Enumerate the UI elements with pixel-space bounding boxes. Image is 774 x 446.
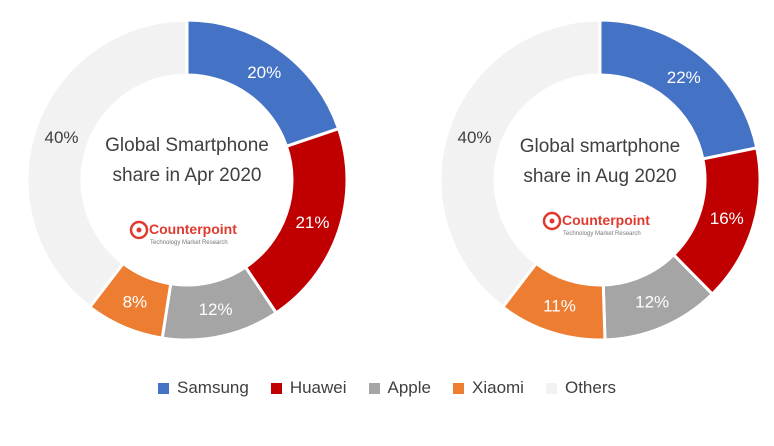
legend-label-xiaomi: Xiaomi [472,378,524,397]
donut-chart-2: 22% 16% 12% 11% 40% Global smartphone share in… [438,18,762,342]
legend-swatch-huawei [270,382,282,394]
data-label-huawei: 21% [295,213,329,232]
legend-item-xiaomi: Xiaomi [453,378,524,398]
legend-item-samsung: Samsung [157,378,249,398]
counterpoint-logo-icon [542,211,562,231]
slice-others [25,18,189,310]
counterpoint-logo: Counterpoint Technology Market Research [129,220,237,246]
data-label-samsung: 20% [247,63,281,82]
counterpoint-logo-tagline: Technology Market Research [563,231,641,237]
chart-title-line-1: Global Smartphone [105,135,269,156]
legend: Samsung Huawei Apple Xiaomi Others [0,371,774,405]
counterpoint-logo-name: Counterpoint [562,212,650,228]
data-label-xiaomi: 11% [543,297,576,316]
legend-item-huawei: Huawei [270,378,347,398]
legend-label-others: Others [564,378,616,397]
legend-item-apple: Apple [368,378,431,398]
data-label-others: 40% [457,128,491,147]
legend-item-others: Others [545,378,616,398]
legend-swatch-xiaomi [453,382,464,394]
legend-swatch-others [545,382,557,394]
legend-swatch-apple [368,382,380,394]
counterpoint-logo: Counterpoint Technology Market Research [542,211,650,237]
counterpoint-logo-name: Counterpoint [149,221,237,237]
slice-samsung [185,18,341,149]
legend-swatch-samsung [157,382,169,394]
counterpoint-logo-icon [129,220,149,240]
data-label-samsung: 22% [667,68,701,87]
legend-label-huawei: Huawei [289,378,347,397]
charts-area: 20% 21% 12% 8% 40% Global Smartphone share in … [25,18,762,342]
data-label-others: 40% [44,128,78,147]
counterpoint-logo-tagline: Technology Market Research [150,240,228,246]
slice-others [438,18,602,310]
data-label-apple: 12% [635,292,669,311]
chart-title-line-2: share in Apr 2020 [113,165,262,186]
data-label-apple: 12% [199,300,233,319]
data-label-huawei: 16% [710,209,744,228]
chart-title-line-2: share in Aug 2020 [523,166,676,187]
legend-label-apple: Apple [387,378,431,397]
chart-title-line-1: Global smartphone [520,136,681,157]
legend-label-samsung: Samsung [176,378,249,397]
donut-chart-1: 20% 21% 12% 8% 40% Global Smartphone share in … [25,18,349,342]
data-label-xiaomi: 8% [123,292,148,311]
